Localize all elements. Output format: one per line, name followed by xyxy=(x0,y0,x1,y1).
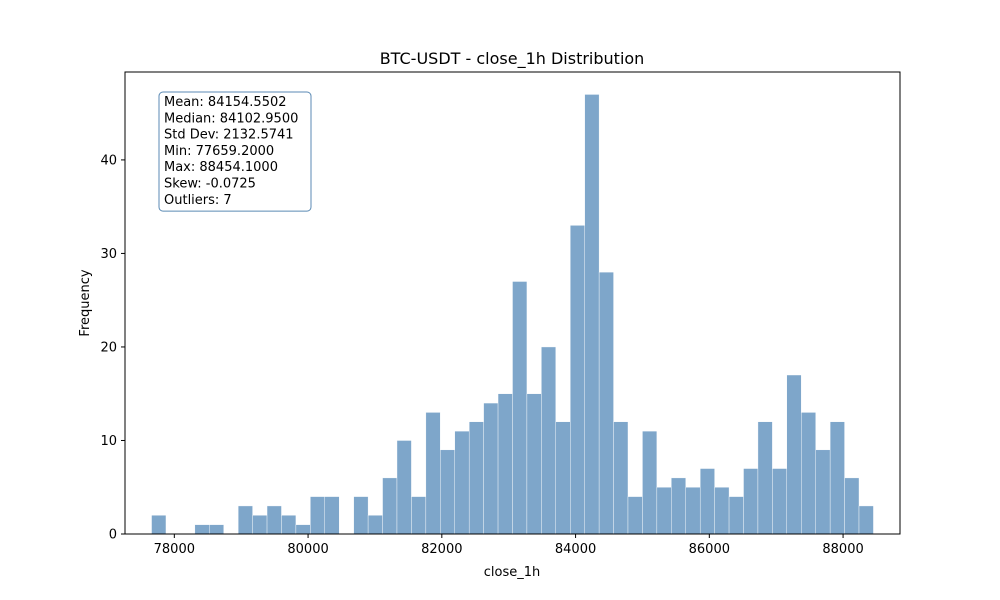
stats-line: Median: 84102.9500 xyxy=(164,111,298,126)
histogram-bar xyxy=(815,449,831,535)
histogram-bar xyxy=(555,421,571,535)
histogram-bar xyxy=(613,421,629,535)
histogram-bar xyxy=(685,487,701,535)
stats-line: Max: 88454.1000 xyxy=(164,160,278,175)
histogram-bar xyxy=(772,468,788,535)
histogram-bar xyxy=(786,374,802,535)
histogram-bar xyxy=(324,496,340,535)
histogram-bar xyxy=(656,487,672,535)
x-tick-label: 88000 xyxy=(822,542,863,557)
histogram-bar xyxy=(858,505,874,535)
x-tick-label: 84000 xyxy=(555,542,596,557)
histogram-bar xyxy=(411,496,427,535)
histogram-bar xyxy=(642,430,658,535)
histogram-bar xyxy=(627,496,643,535)
histogram-bar xyxy=(194,524,210,535)
histogram-bar xyxy=(801,412,816,535)
stats-box-frame xyxy=(158,91,312,212)
stats-line: Skew: -0.0725 xyxy=(164,177,256,192)
histogram-bar xyxy=(829,421,845,535)
histogram-bar xyxy=(541,346,556,535)
stats-line: Mean: 84154.5502 xyxy=(164,95,287,110)
histogram-bar xyxy=(367,515,383,535)
stats-line: Outliers: 7 xyxy=(164,193,232,208)
y-tick-label: 0 xyxy=(109,528,117,543)
histogram-bar xyxy=(382,477,398,535)
x-tick-label: 82000 xyxy=(421,542,462,557)
histogram-bar xyxy=(310,496,325,535)
histogram-bar xyxy=(757,421,773,535)
y-tick-label: 10 xyxy=(100,434,117,449)
x-tick-label: 80000 xyxy=(287,542,328,557)
x-tick-label: 78000 xyxy=(154,542,195,557)
histogram-bar xyxy=(699,468,715,535)
histogram-bar xyxy=(671,477,686,535)
histogram-bar xyxy=(281,515,297,535)
bars-group xyxy=(151,94,874,535)
x-axis-ticks: 78000 80000 82000 84000 86000 88000 xyxy=(154,534,864,557)
y-axis-label: Frequency xyxy=(78,269,93,336)
histogram-bar xyxy=(454,430,470,535)
histogram-bar xyxy=(844,477,860,535)
histogram-bar xyxy=(526,393,542,535)
y-tick-label: 30 xyxy=(100,247,117,262)
y-tick-label: 40 xyxy=(100,153,117,168)
histogram-bar xyxy=(237,505,253,535)
histogram-bar xyxy=(353,496,369,535)
plot-frame xyxy=(124,71,901,535)
histogram-bar xyxy=(440,449,455,535)
histogram-bar xyxy=(512,281,528,535)
histogram-bar xyxy=(728,496,744,535)
x-tick-label: 86000 xyxy=(689,542,730,557)
y-tick-label: 20 xyxy=(100,340,117,355)
chart-title: BTC-USDT - close_1h Distribution xyxy=(380,49,645,69)
histogram-bar xyxy=(425,412,441,535)
histogram-bar xyxy=(714,487,730,535)
histogram-bar xyxy=(151,515,167,535)
histogram-bar xyxy=(295,524,311,535)
stats-line: Min: 77659.2000 xyxy=(164,144,274,159)
y-axis-ticks: 0 10 20 30 40 xyxy=(100,153,125,543)
histogram-bar xyxy=(483,402,499,535)
histogram-bar xyxy=(396,440,412,535)
histogram-bar xyxy=(743,468,759,535)
histogram-bar xyxy=(497,393,513,535)
stats-line: Std Dev: 2132.5741 xyxy=(164,128,294,143)
histogram-bar xyxy=(468,421,484,535)
histogram-bar xyxy=(252,515,268,535)
histogram-bar xyxy=(266,505,282,535)
histogram-bar xyxy=(209,524,224,535)
histogram-bar xyxy=(598,271,614,535)
histogram-bar xyxy=(570,225,585,535)
x-axis-label: close_1h xyxy=(484,565,541,580)
histogram-bar xyxy=(584,94,600,535)
